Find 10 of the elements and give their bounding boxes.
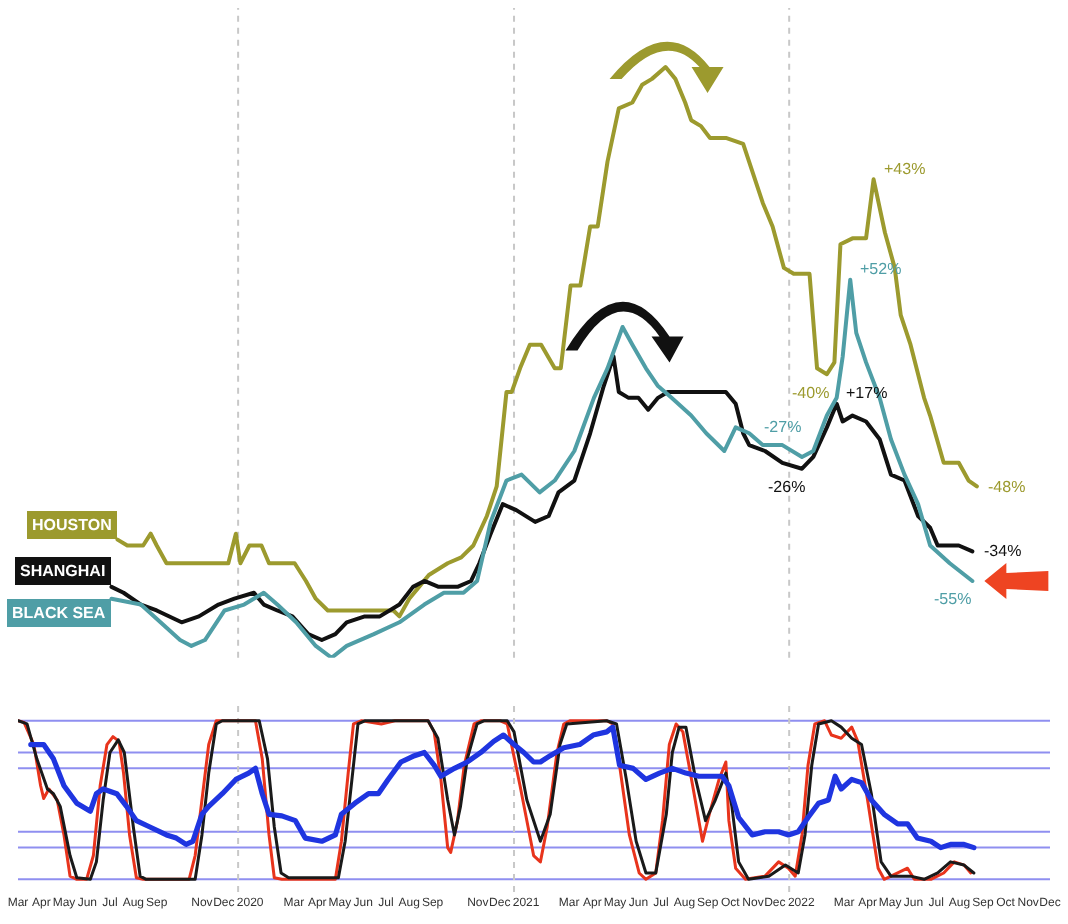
annotation: -26% (768, 478, 806, 496)
series-label: SHANGHAI (20, 562, 106, 580)
annotation: -40% (792, 384, 830, 402)
annotation: +43% (884, 160, 926, 178)
annotation: -27% (764, 418, 802, 436)
series-label: HOUSTON (32, 516, 113, 534)
annotation: -55% (934, 590, 972, 608)
series-label: BLACK SEA (12, 604, 106, 622)
annotation: -34% (984, 542, 1022, 560)
annotation: -48% (988, 478, 1026, 496)
